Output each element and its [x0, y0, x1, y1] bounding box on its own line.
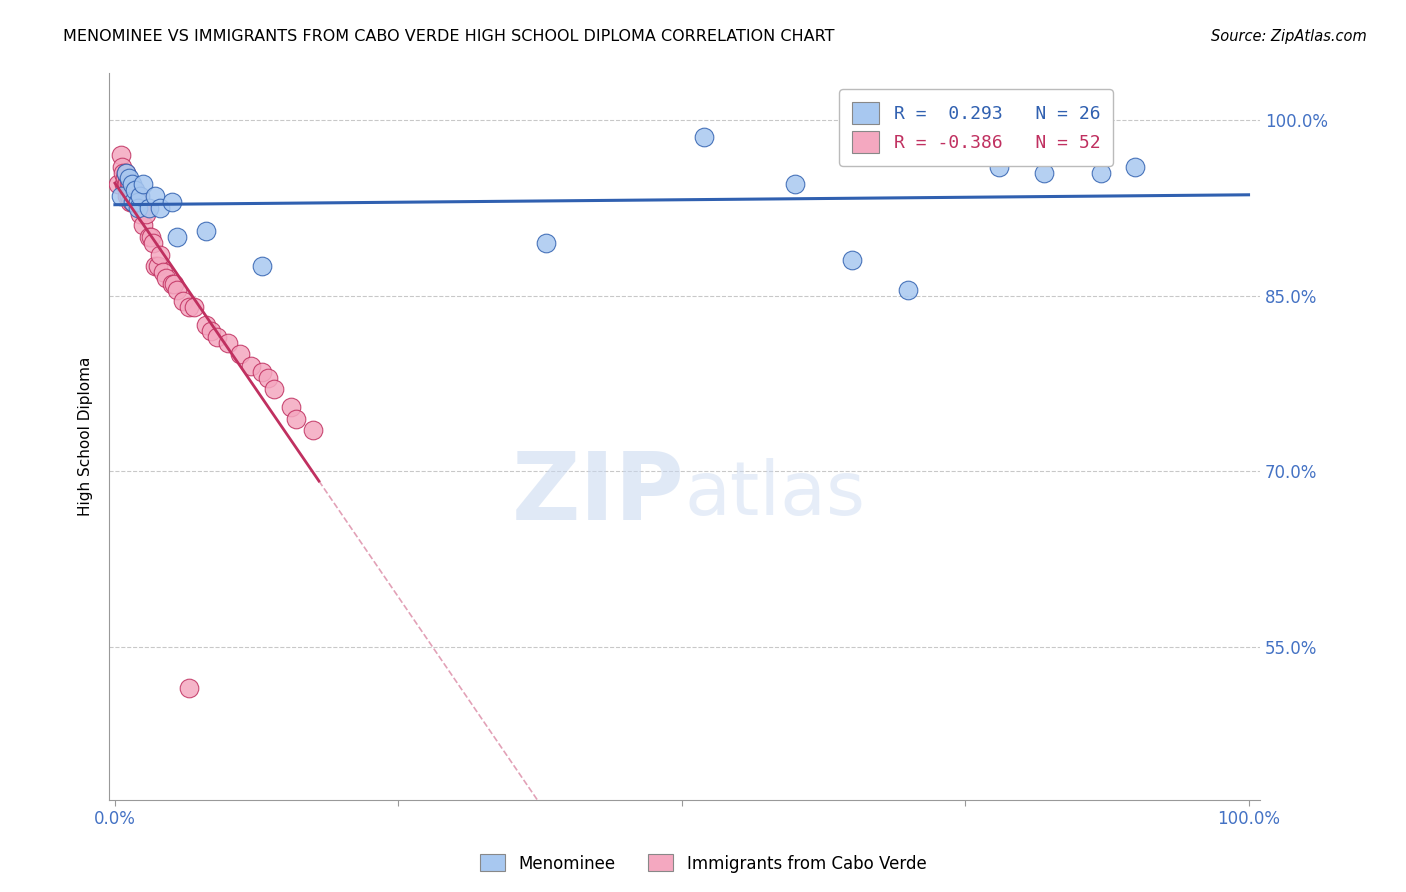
- Point: [252, 365, 274, 379]
- Text: atlas: atlas: [685, 458, 866, 531]
- Point: [194, 318, 217, 332]
- Point: [122, 189, 145, 203]
- Point: [280, 400, 302, 414]
- Point: [897, 283, 920, 297]
- Point: [118, 178, 141, 192]
- Point: [115, 165, 138, 179]
- Text: ZIP: ZIP: [512, 449, 685, 541]
- Point: [205, 329, 228, 343]
- Point: [117, 189, 139, 203]
- Point: [143, 189, 166, 203]
- Legend: Menominee, Immigrants from Cabo Verde: Menominee, Immigrants from Cabo Verde: [472, 847, 934, 880]
- Point: [131, 201, 153, 215]
- Point: [149, 201, 172, 215]
- Point: [138, 230, 160, 244]
- Point: [121, 183, 143, 197]
- Point: [124, 183, 146, 197]
- Point: [1123, 160, 1146, 174]
- Point: [141, 230, 163, 244]
- Point: [263, 383, 285, 397]
- Point: [163, 277, 186, 291]
- Point: [217, 335, 239, 350]
- Point: [128, 206, 150, 220]
- Point: [693, 130, 716, 145]
- Point: [200, 324, 222, 338]
- Point: [121, 178, 143, 192]
- Point: [111, 165, 134, 179]
- Point: [127, 194, 149, 209]
- Point: [302, 424, 325, 438]
- Point: [117, 189, 139, 203]
- Point: [172, 294, 194, 309]
- Point: [122, 183, 145, 197]
- Point: [155, 271, 177, 285]
- Text: MENOMINEE VS IMMIGRANTS FROM CABO VERDE HIGH SCHOOL DIPLOMA CORRELATION CHART: MENOMINEE VS IMMIGRANTS FROM CABO VERDE …: [63, 29, 835, 44]
- Point: [146, 260, 169, 274]
- Point: [127, 201, 149, 215]
- Point: [115, 178, 138, 192]
- Point: [120, 183, 142, 197]
- Point: [239, 359, 262, 373]
- Point: [841, 253, 863, 268]
- Point: [166, 283, 188, 297]
- Point: [166, 230, 188, 244]
- Point: [257, 370, 280, 384]
- Point: [117, 178, 139, 192]
- Point: [124, 189, 146, 203]
- Point: [252, 260, 274, 274]
- Point: [534, 235, 557, 250]
- Point: [160, 194, 183, 209]
- Point: [112, 178, 135, 192]
- Point: [138, 201, 160, 215]
- Point: [177, 301, 200, 315]
- Point: [121, 194, 143, 209]
- Point: [143, 260, 166, 274]
- Point: [128, 189, 150, 203]
- Point: [1033, 165, 1056, 179]
- Point: [988, 160, 1011, 174]
- Point: [115, 165, 138, 179]
- Legend: R =  0.293   N = 26, R = -0.386   N = 52: R = 0.293 N = 26, R = -0.386 N = 52: [839, 89, 1112, 166]
- Point: [110, 189, 132, 203]
- Point: [142, 235, 165, 250]
- Text: Source: ZipAtlas.com: Source: ZipAtlas.com: [1211, 29, 1367, 44]
- Point: [117, 178, 139, 192]
- Point: [1090, 165, 1112, 179]
- Point: [177, 681, 200, 696]
- Point: [152, 265, 174, 279]
- Point: [228, 347, 250, 361]
- Point: [122, 194, 145, 209]
- Point: [127, 189, 149, 203]
- Point: [117, 171, 139, 186]
- Point: [111, 160, 134, 174]
- Point: [183, 301, 205, 315]
- Point: [194, 224, 217, 238]
- Point: [132, 178, 155, 192]
- Point: [114, 171, 136, 186]
- Point: [149, 247, 172, 261]
- Point: [107, 178, 129, 192]
- Point: [125, 194, 148, 209]
- Point: [118, 194, 141, 209]
- Point: [783, 178, 806, 192]
- Point: [285, 411, 308, 425]
- Point: [134, 206, 156, 220]
- Point: [132, 219, 155, 233]
- Y-axis label: High School Diploma: High School Diploma: [79, 357, 93, 516]
- Point: [110, 148, 132, 162]
- Point: [160, 277, 183, 291]
